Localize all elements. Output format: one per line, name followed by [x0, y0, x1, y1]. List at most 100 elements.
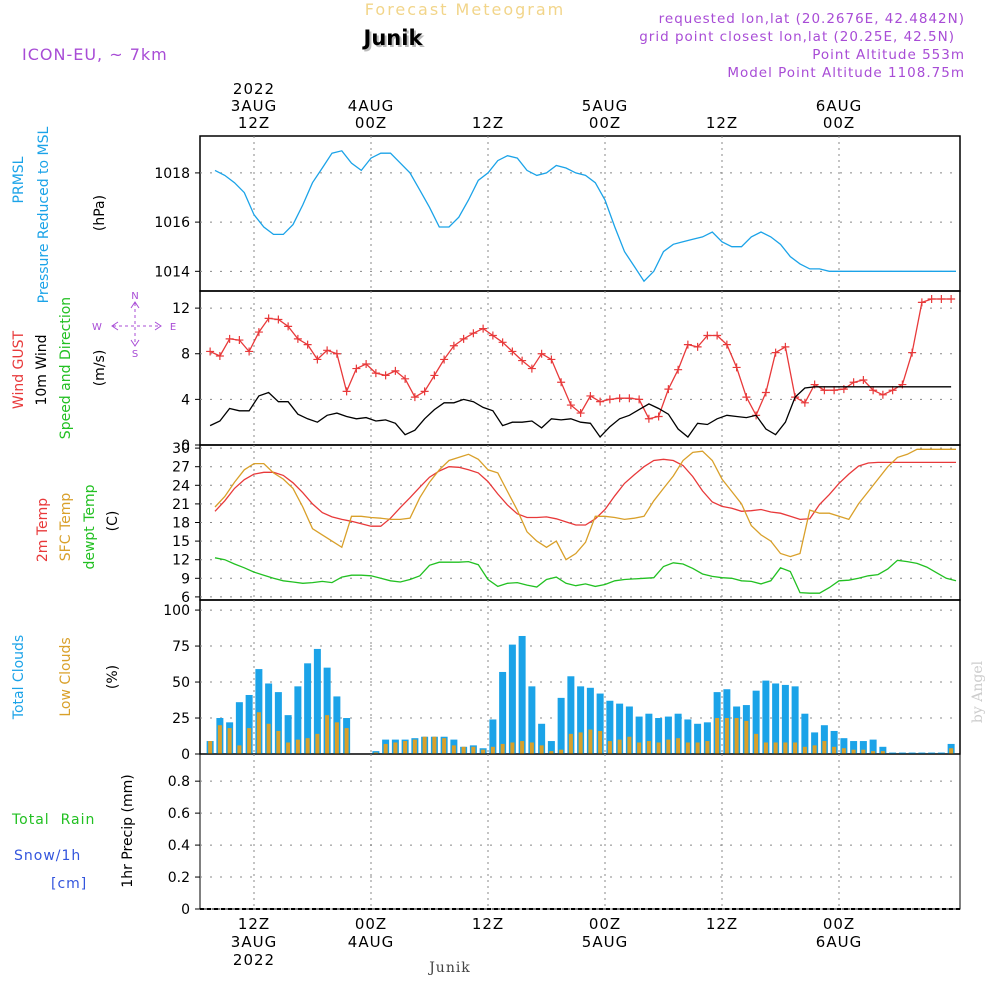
low-clouds-bar	[754, 733, 759, 754]
gust-marker	[391, 366, 400, 375]
low-clouds-bar	[227, 728, 232, 754]
bottom-time-label: 2022	[233, 951, 275, 969]
total-clouds-bar	[811, 732, 819, 754]
low-clouds-bar	[286, 742, 291, 754]
precip-axis-label: 1hr Precip (mm)	[120, 774, 136, 887]
temp-ytick-label: 21	[172, 497, 190, 513]
low-clouds-bar	[481, 749, 486, 754]
clouds-labels: Total Clouds Low Clouds (%)	[11, 635, 121, 720]
low-clouds-bar	[442, 738, 447, 754]
gust-marker	[605, 395, 614, 404]
total-clouds-bar	[323, 667, 331, 754]
top-time-label: 3AUG	[231, 97, 277, 115]
bottom-time-label: 00Z	[355, 915, 387, 933]
low-clouds-bar	[344, 728, 349, 754]
low-clouds-label: Low Clouds	[58, 637, 74, 716]
gust-marker	[332, 349, 341, 358]
bottom-time-label: 00Z	[589, 915, 621, 933]
total-clouds-bar	[772, 683, 780, 754]
precip-ytick-label: 0.2	[168, 870, 190, 886]
temp-ytick-label: 9	[181, 571, 190, 587]
product-title: Forecast Meteogram	[365, 0, 565, 19]
bottom-time-label: 12Z	[706, 915, 738, 933]
gust-marker	[352, 364, 361, 373]
wind-ytick-label: 0	[181, 438, 190, 454]
gust-marker	[245, 347, 254, 356]
top-time-label: 5AUG	[582, 97, 628, 115]
total-clouds-bar	[928, 752, 936, 754]
low-clouds-bar	[208, 741, 213, 754]
gust-marker	[449, 341, 458, 350]
precip-ytick-label: 0.8	[168, 774, 190, 790]
low-clouds-bar	[559, 749, 564, 754]
precip-ytick-label: 0	[181, 902, 190, 918]
total-clouds-bar	[762, 680, 770, 754]
low-clouds-bar	[276, 730, 281, 754]
total-clouds-bar	[791, 686, 799, 754]
total-clouds-bar	[577, 686, 585, 754]
low-clouds-bar	[598, 730, 603, 754]
pressure-unit: (hPa)	[92, 195, 108, 231]
total-clouds-bar	[499, 671, 507, 754]
requested-coordinates: requested lon,lat (20.2676E, 42.4842N)	[659, 11, 965, 27]
total-clouds-bar	[635, 716, 643, 754]
total-clouds-label: Total Clouds	[11, 635, 27, 720]
total-clouds-bar	[235, 702, 243, 754]
low-clouds-bar	[237, 745, 242, 754]
low-clouds-bar	[315, 733, 320, 754]
compass-e: E	[170, 322, 176, 333]
low-clouds-bar	[266, 723, 271, 754]
total-clouds-bar	[616, 703, 624, 754]
low-clouds-bar	[471, 746, 476, 754]
gust-marker	[742, 393, 751, 402]
bottom-time-label: 12Z	[238, 915, 270, 933]
gust-marker	[644, 414, 653, 423]
gust-marker	[947, 294, 956, 303]
low-clouds-bar	[773, 742, 778, 754]
gust-marker	[420, 387, 429, 396]
total-clouds-bar	[255, 669, 263, 754]
precip-labels: Total Rain Snow/1h [cm] 1hr Precip (mm)	[11, 774, 136, 892]
wind-ytick-label: 12	[172, 301, 190, 317]
total-clouds-bar	[596, 693, 604, 754]
bottom-time-label: 5AUG	[582, 933, 628, 951]
pressure-label-1: PRMSL	[11, 156, 27, 203]
total-clouds-bar	[684, 719, 692, 754]
total-clouds-bar	[918, 752, 926, 754]
total-rain-label: Total Rain	[11, 812, 95, 828]
low-clouds-bar	[588, 729, 593, 754]
gust-marker	[323, 346, 332, 355]
wind-ytick-label: 8	[181, 347, 190, 363]
compass-rose-icon: N S E W	[92, 291, 176, 360]
gust-marker	[693, 342, 702, 351]
low-clouds-bar	[256, 712, 261, 754]
gust-marker	[703, 331, 712, 340]
low-clouds-bar	[334, 722, 339, 754]
low-clouds-bar	[432, 736, 437, 754]
low-clouds-bar	[549, 751, 554, 754]
total-clouds-bar	[703, 722, 711, 754]
bottom-time-label: 3AUG	[231, 933, 277, 951]
wind-labels: Wind GUST 10m Wind Speed and Direction (…	[11, 291, 176, 439]
gust-marker	[761, 388, 770, 397]
low-clouds-bar	[305, 738, 310, 754]
total-clouds-bar	[645, 713, 653, 754]
low-clouds-bar	[646, 741, 651, 754]
low-clouds-bar	[676, 738, 681, 754]
gust-marker	[498, 338, 507, 347]
clouds-ytick-label: 100	[163, 603, 190, 619]
low-clouds-bar	[763, 742, 768, 754]
gust-marker	[937, 294, 946, 303]
low-clouds-bar	[783, 742, 788, 754]
total-clouds-bar	[538, 723, 546, 754]
low-clouds-bar	[695, 742, 700, 754]
gust-marker	[674, 365, 683, 374]
grid-point-coordinates: grid point closest lon,lat (20.25E, 42.5…	[639, 29, 955, 45]
low-clouds-bar	[393, 742, 398, 754]
low-clouds-bar	[861, 749, 866, 754]
gust-marker	[566, 401, 575, 410]
wind-10m-label: 10m Wind	[34, 334, 50, 405]
prmsl-line	[214, 150, 956, 283]
